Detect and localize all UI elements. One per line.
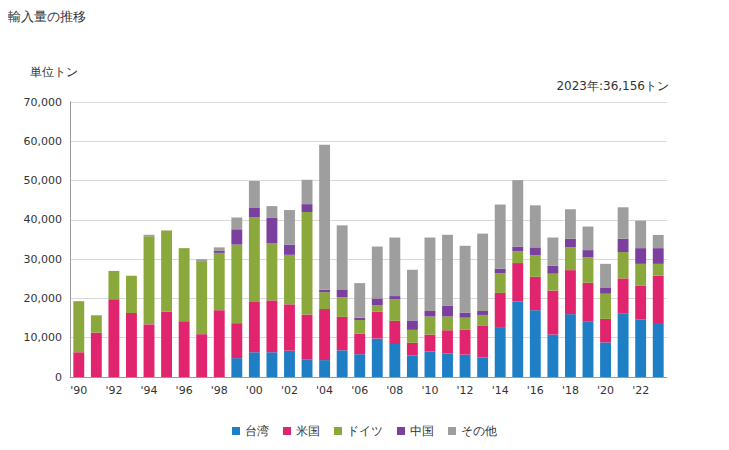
svg-text:'94: '94 [140, 384, 157, 397]
svg-text:中国: 中国 [410, 424, 434, 438]
svg-text:'18: '18 [562, 384, 579, 397]
svg-text:台湾: 台湾 [245, 424, 269, 438]
svg-text:'90: '90 [70, 384, 87, 397]
svg-text:その他: その他 [461, 424, 497, 438]
svg-text:'98: '98 [211, 384, 228, 397]
svg-text:'92: '92 [105, 384, 122, 397]
svg-text:0: 0 [55, 371, 62, 384]
svg-text:米国: 米国 [296, 424, 320, 438]
svg-text:70,000: 70,000 [24, 96, 63, 109]
svg-text:'20: '20 [597, 384, 614, 397]
svg-text:'02: '02 [281, 384, 298, 397]
svg-text:単位トン: 単位トン [30, 65, 78, 79]
svg-text:輸入量の推移: 輸入量の推移 [8, 9, 86, 24]
svg-text:20,000: 20,000 [24, 292, 63, 305]
svg-text:50,000: 50,000 [24, 174, 63, 187]
svg-text:2023年:36,156トン: 2023年:36,156トン [556, 79, 669, 93]
svg-text:'12: '12 [457, 384, 474, 397]
svg-text:'22: '22 [632, 384, 649, 397]
svg-text:'14: '14 [492, 384, 509, 397]
svg-text:'08: '08 [386, 384, 403, 397]
svg-text:'10: '10 [421, 384, 438, 397]
svg-text:40,000: 40,000 [24, 213, 63, 226]
svg-text:30,000: 30,000 [24, 253, 63, 266]
svg-text:'04: '04 [316, 384, 333, 397]
svg-text:'00: '00 [246, 384, 263, 397]
svg-text:60,000: 60,000 [24, 135, 63, 148]
svg-text:10,000: 10,000 [24, 331, 63, 344]
svg-text:'06: '06 [351, 384, 368, 397]
svg-text:ドイツ: ドイツ [347, 424, 383, 438]
svg-text:'16: '16 [527, 384, 544, 397]
svg-text:'96: '96 [176, 384, 193, 397]
